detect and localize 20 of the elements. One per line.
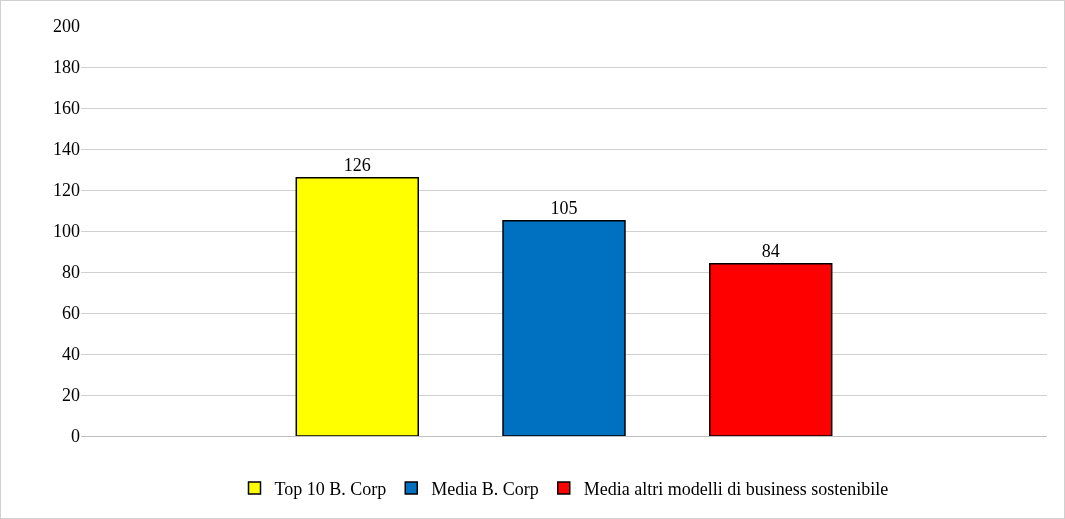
y-tick-label: 140 <box>53 139 80 160</box>
y-tick-label: 80 <box>62 262 80 283</box>
bar <box>502 220 626 436</box>
data-label: 105 <box>550 197 578 218</box>
y-tick-label: 60 <box>62 303 80 324</box>
y-tick-label: 160 <box>53 98 80 119</box>
legend-label: Media B. Corp <box>431 479 539 500</box>
y-tick-label: 200 <box>53 16 80 37</box>
y-tick-label: 0 <box>71 426 80 447</box>
y-tick-label: 20 <box>62 385 80 406</box>
data-label: 84 <box>761 240 780 261</box>
y-tick-label: 120 <box>53 180 80 201</box>
data-label: 126 <box>343 154 371 175</box>
y-tick-label: 100 <box>53 221 80 242</box>
bar <box>295 176 420 436</box>
legend-label: Top 10 B. Corp <box>274 479 387 500</box>
y-tick-label: 40 <box>62 344 80 365</box>
bar <box>708 263 833 436</box>
legend-label: Media altri modelli di business sostenibile <box>583 479 889 500</box>
y-tick-label: 180 <box>53 57 80 78</box>
